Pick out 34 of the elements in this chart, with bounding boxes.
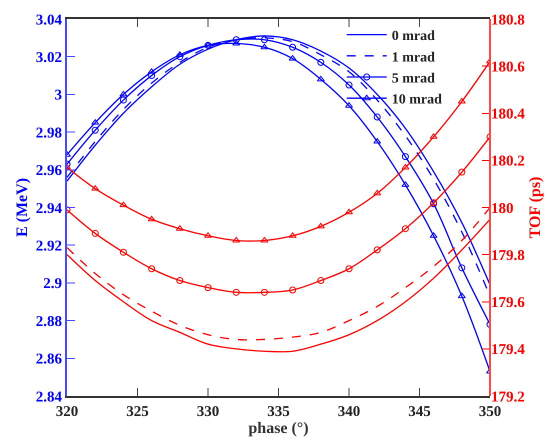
x-tick-label: 335 xyxy=(267,404,290,420)
y2-tick-label: 179.4 xyxy=(491,342,526,358)
y-tick-label: 2.98 xyxy=(36,125,62,142)
y2-tick-label: 180.4 xyxy=(491,106,526,122)
y2-tick-label: 179.8 xyxy=(491,248,525,264)
legend-label: 0 mrad xyxy=(392,29,436,44)
y-tick-label: 2.86 xyxy=(36,352,62,368)
y2-tick-label: 180.8 xyxy=(491,12,525,28)
legend-label: 5 mrad xyxy=(392,71,436,86)
y2-tick-label: 180 xyxy=(491,200,514,217)
legend-label: 10 mrad xyxy=(392,92,442,108)
x-tick-label: 320 xyxy=(56,404,78,420)
y2-axis-title: TOF (ps) xyxy=(526,176,544,238)
y-tick-label: 2.88 xyxy=(36,314,62,330)
x-tick-label: 330 xyxy=(196,404,220,420)
y-tick-label: 3 xyxy=(54,88,62,104)
y-tick-label: 3.04 xyxy=(36,12,62,28)
x-axis-title: phase (°) xyxy=(248,420,309,437)
x-tick-label: 345 xyxy=(408,404,431,420)
y-axis-title: E (MeV) xyxy=(14,178,32,238)
y-tick-label: 2.94 xyxy=(36,200,62,217)
legend-label: 1 mrad xyxy=(392,50,436,66)
y2-tick-label: 180.2 xyxy=(491,154,525,170)
y-tick-label: 2.96 xyxy=(36,163,62,180)
y2-tick-label: 180.6 xyxy=(491,59,526,76)
x-tick-label: 325 xyxy=(126,404,149,420)
x-tick-label: 350 xyxy=(478,404,502,420)
y-tick-label: 2.84 xyxy=(36,389,62,406)
x-tick-label: 340 xyxy=(338,404,360,420)
y-tick-label: 2.9 xyxy=(43,276,62,292)
y-tick-label: 3.02 xyxy=(36,50,62,66)
y2-tick-label: 179.6 xyxy=(491,295,526,311)
y-tick-label: 2.92 xyxy=(36,238,62,254)
y2-tick-label: 179.2 xyxy=(491,389,525,406)
